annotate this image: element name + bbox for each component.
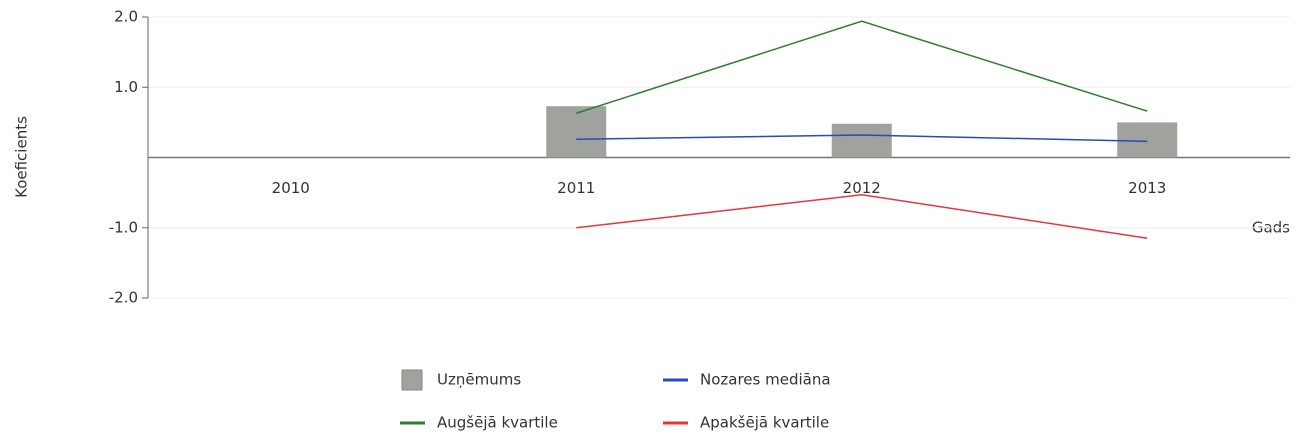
y-tick-label: 1.0 bbox=[114, 78, 138, 96]
bar bbox=[831, 123, 892, 158]
x-tick-label: 2013 bbox=[1128, 179, 1166, 197]
x-tick-label: 2012 bbox=[843, 179, 881, 197]
legend-swatch bbox=[401, 369, 423, 391]
line bbox=[576, 134, 1148, 143]
bar bbox=[546, 106, 607, 158]
x-tick-label: 2011 bbox=[557, 179, 595, 197]
legend-label: Nozares mediāna bbox=[700, 371, 831, 389]
y-tick-label: 2.0 bbox=[114, 8, 138, 26]
y-tick-label: -1.0 bbox=[109, 218, 138, 236]
line bbox=[576, 20, 1148, 114]
line bbox=[576, 193, 1148, 240]
y-axis-label: Koeficients bbox=[13, 116, 31, 198]
legend-label: Uzņēmums bbox=[437, 371, 521, 389]
legend-label: Augšējā kvartile bbox=[437, 414, 558, 432]
legend-label: Apakšējā kvartile bbox=[700, 414, 829, 432]
bar bbox=[1117, 122, 1178, 158]
y-tick-label: -2.0 bbox=[109, 289, 138, 307]
x-tick-label: 2010 bbox=[272, 179, 310, 197]
